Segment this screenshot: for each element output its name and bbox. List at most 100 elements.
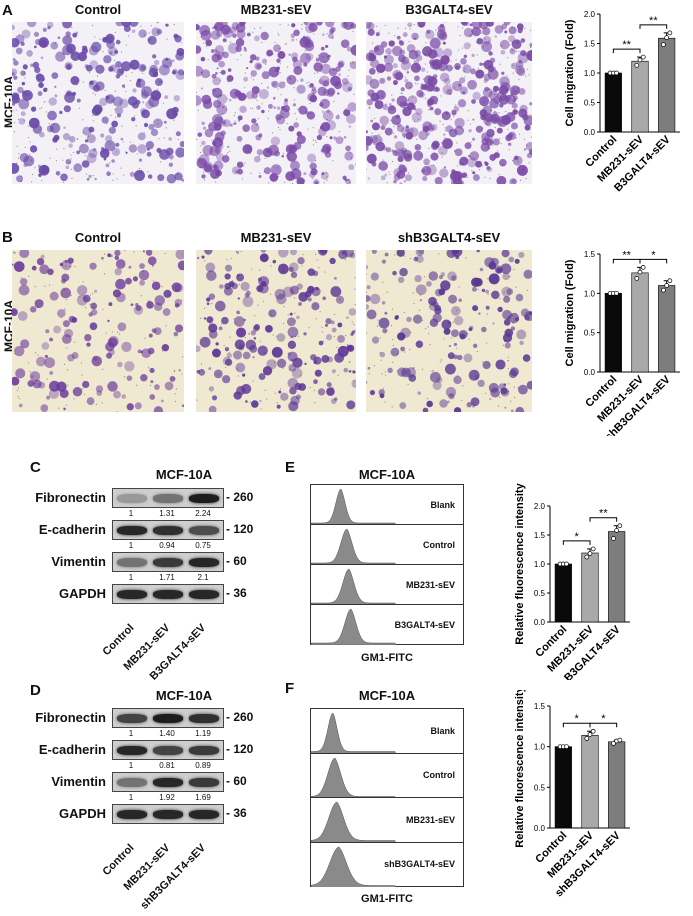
cell-blob: [327, 87, 336, 96]
pore-dot: [470, 129, 472, 131]
pore-dot: [444, 127, 446, 129]
pore-dot: [249, 152, 251, 155]
cell-blob: [317, 388, 326, 396]
pore-dot: [208, 125, 210, 127]
y-tick-label: 1.0: [534, 743, 546, 752]
cell-blob: [401, 367, 412, 378]
cell-blob: [242, 296, 254, 308]
pore-dot: [403, 334, 405, 336]
cell-blob: [432, 381, 442, 391]
cell-blob: [489, 154, 497, 161]
cell-blob: [515, 60, 524, 69]
pore-dot: [144, 337, 146, 339]
pore-dot: [512, 49, 514, 51]
pore-dot: [41, 107, 43, 109]
panel-c-title: MCF-10A: [155, 467, 213, 482]
cell-blob: [206, 297, 211, 302]
cell-blob: [300, 52, 311, 64]
cell-blob: [227, 42, 239, 54]
flow-row-label: MB231-sEV: [405, 579, 455, 590]
cell-blob: [73, 163, 83, 173]
cell-blob: [508, 26, 517, 35]
cell-blob: [108, 126, 116, 134]
significance-label: *: [575, 531, 580, 543]
cell-blob: [330, 286, 342, 297]
cell-blob: [86, 177, 90, 181]
pore-dot: [309, 86, 311, 89]
pore-dot: [397, 27, 399, 29]
pore-dot: [487, 278, 489, 280]
pore-dot: [143, 113, 145, 115]
cell-blob: [291, 367, 303, 379]
flow-row-label: B3GALT4-sEV: [394, 619, 455, 630]
pore-dot: [462, 163, 464, 165]
pore-dot: [469, 155, 471, 158]
cell-blob: [149, 394, 156, 400]
pore-dot: [82, 119, 84, 121]
pore-dot: [157, 123, 159, 125]
pore-dot: [461, 399, 463, 402]
cell-blob: [296, 131, 302, 137]
pore-dot: [449, 93, 452, 95]
cell-blob: [270, 52, 274, 56]
cell-blob: [367, 366, 371, 370]
cell-blob: [239, 105, 247, 114]
pore-dot: [325, 172, 328, 174]
pore-dot: [518, 51, 520, 53]
flow-histograms-f: Blank Control MB231-sEV shB3GALT4-sEV: [310, 708, 464, 887]
pore-dot: [291, 182, 294, 184]
pore-dot: [76, 84, 78, 86]
pore-dot: [106, 347, 108, 349]
pore-dot: [65, 404, 68, 406]
pore-dot: [428, 109, 430, 111]
pore-dot: [462, 130, 465, 132]
pore-dot: [46, 87, 48, 90]
cell-blob: [70, 76, 80, 86]
pore-dot: [74, 265, 76, 268]
cell-blob: [330, 320, 335, 325]
cell-blob: [457, 99, 467, 108]
cell-blob: [287, 317, 296, 327]
pore-dot: [18, 118, 20, 120]
pore-dot: [211, 139, 213, 141]
pore-dot: [113, 59, 116, 62]
cell-blob: [57, 36, 61, 40]
cell-blob: [256, 148, 263, 156]
pore-dot: [324, 271, 326, 273]
protein-band: [153, 558, 183, 567]
pore-dot: [444, 22, 446, 23]
pore-dot: [83, 393, 86, 395]
cell-blob: [366, 265, 369, 270]
cell-blob: [75, 31, 79, 35]
cell-blob: [258, 373, 266, 380]
significance-label: *: [575, 713, 580, 725]
pore-dot: [94, 36, 96, 38]
pore-dot: [482, 165, 484, 167]
pore-dot: [421, 319, 424, 321]
cell-blob: [249, 54, 257, 61]
pore-dot: [140, 169, 143, 172]
pore-dot: [239, 38, 241, 40]
flow-histogram-row: Control: [310, 752, 464, 798]
cell-blob: [13, 75, 18, 80]
cell-blob: [290, 168, 302, 180]
cell-blob: [513, 95, 518, 101]
cell-blob: [93, 104, 103, 114]
cell-blob: [454, 63, 461, 70]
pore-dot: [196, 91, 197, 94]
cell-blob: [163, 120, 167, 124]
cell-blob: [470, 68, 476, 75]
pore-dot: [125, 151, 127, 153]
pore-dot: [226, 98, 228, 100]
cell-blob: [202, 161, 214, 173]
cell-blob: [418, 91, 425, 98]
cell-blob: [343, 109, 351, 117]
pore-dot: [64, 288, 66, 291]
fluorescence-peak: [311, 712, 396, 754]
pore-dot: [105, 332, 107, 334]
cell-blob: [60, 173, 68, 182]
cell-blob: [483, 78, 488, 83]
pore-dot: [450, 60, 452, 62]
pore-dot: [482, 46, 484, 48]
cell-blob: [277, 51, 286, 59]
